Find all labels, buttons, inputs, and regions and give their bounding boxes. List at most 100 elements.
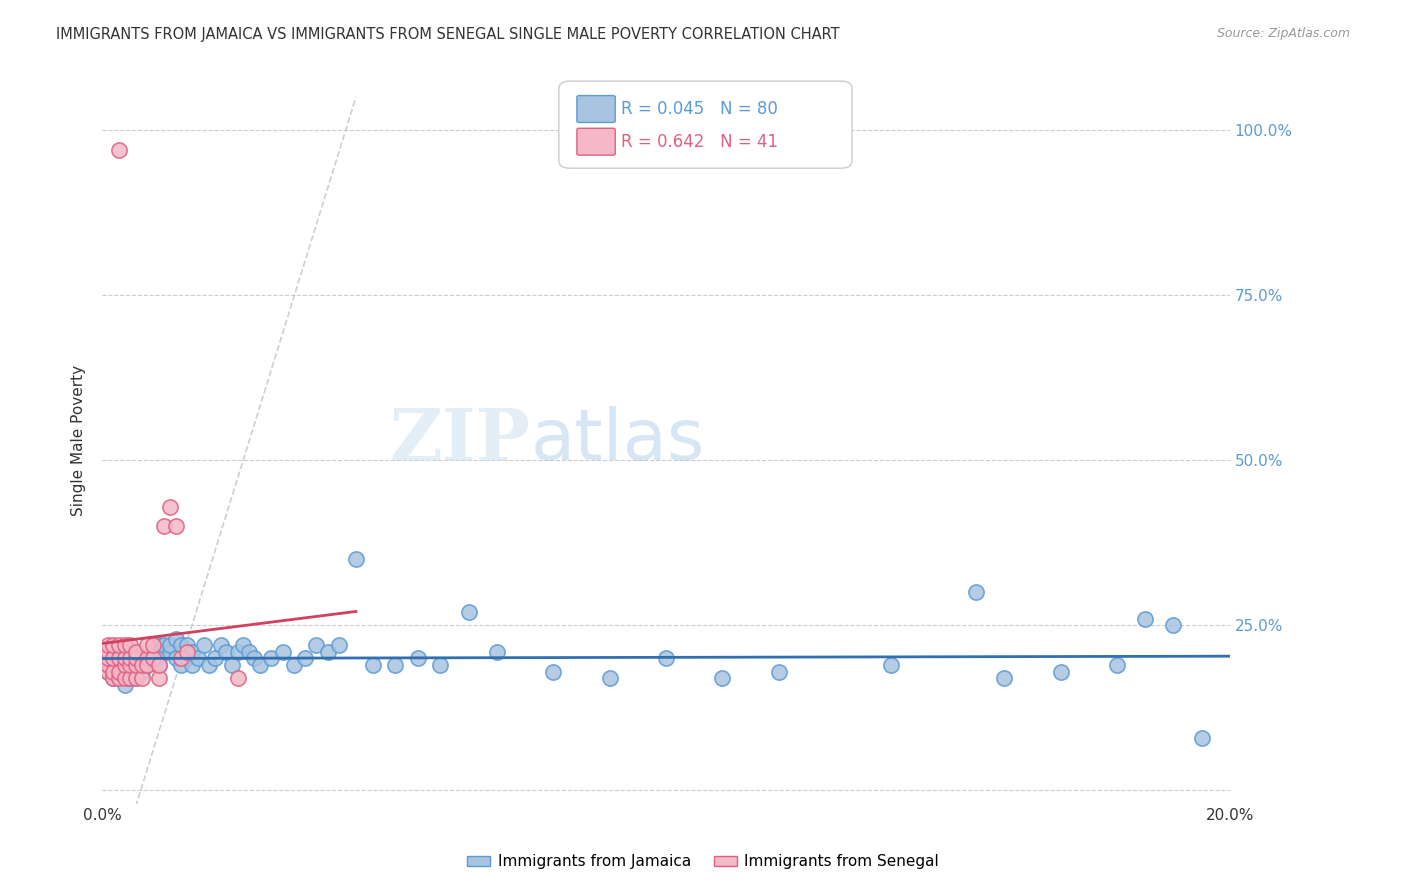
FancyBboxPatch shape (576, 95, 616, 122)
Point (429, 657, 451, 672)
Point (108, 671, 131, 685)
Point (148, 657, 170, 672)
Point (97, 665, 120, 679)
Point (131, 657, 153, 672)
Point (136, 657, 159, 672)
Point (114, 638, 136, 652)
Point (238, 645, 260, 659)
Point (103, 638, 125, 652)
Point (97, 645, 120, 659)
Point (131, 671, 153, 685)
Point (142, 638, 165, 652)
Point (541, 665, 564, 679)
Point (485, 645, 508, 659)
Point (768, 665, 790, 679)
Point (136, 657, 159, 672)
Point (880, 657, 903, 672)
Point (198, 657, 221, 672)
Point (165, 651, 187, 665)
Point (108, 665, 131, 679)
Point (114, 645, 136, 659)
Y-axis label: Single Male Poverty: Single Male Poverty (72, 365, 86, 516)
Point (181, 645, 204, 659)
Point (131, 657, 153, 672)
Point (125, 665, 148, 679)
Point (1049, 665, 1071, 679)
Point (125, 645, 148, 659)
Point (136, 651, 159, 665)
Point (159, 500, 181, 514)
Point (103, 671, 125, 685)
Point (457, 605, 479, 619)
Legend: Immigrants from Jamaica, Immigrants from Senegal: Immigrants from Jamaica, Immigrants from… (461, 848, 945, 875)
Point (221, 657, 243, 672)
Point (226, 645, 249, 659)
FancyBboxPatch shape (576, 128, 616, 155)
Point (108, 651, 131, 665)
Point (176, 651, 198, 665)
Point (108, 671, 131, 685)
Point (148, 671, 170, 685)
Text: R = 0.045   N = 80: R = 0.045 N = 80 (621, 101, 778, 119)
Point (328, 638, 350, 652)
Point (120, 657, 142, 672)
Point (120, 638, 142, 652)
Point (260, 651, 283, 665)
Point (120, 665, 142, 679)
Text: ZIP: ZIP (389, 405, 530, 476)
Point (176, 645, 198, 659)
Point (120, 671, 142, 685)
Point (176, 638, 198, 652)
Point (120, 657, 142, 672)
Point (131, 665, 153, 679)
Point (159, 645, 181, 659)
Point (711, 671, 734, 685)
Point (103, 665, 125, 679)
Point (193, 638, 215, 652)
Point (165, 519, 187, 533)
Point (125, 671, 148, 685)
Point (136, 638, 159, 652)
Point (384, 657, 406, 672)
Point (305, 638, 328, 652)
Point (316, 645, 339, 659)
Point (361, 657, 384, 672)
Point (114, 678, 136, 692)
Point (97, 638, 120, 652)
Point (406, 651, 429, 665)
Point (153, 519, 176, 533)
Point (108, 638, 131, 652)
Point (344, 552, 367, 566)
Point (1163, 618, 1185, 632)
Point (120, 651, 142, 665)
Text: IMMIGRANTS FROM JAMAICA VS IMMIGRANTS FROM SENEGAL SINGLE MALE POVERTY CORRELATI: IMMIGRANTS FROM JAMAICA VS IMMIGRANTS FR… (56, 27, 839, 42)
Point (170, 638, 193, 652)
Point (1133, 612, 1156, 626)
Point (108, 651, 131, 665)
Point (204, 651, 226, 665)
Point (114, 651, 136, 665)
Point (599, 671, 621, 685)
Point (103, 651, 125, 665)
Point (142, 651, 165, 665)
Point (215, 645, 238, 659)
Point (108, 657, 131, 672)
Point (108, 665, 131, 679)
Point (120, 651, 142, 665)
Point (114, 671, 136, 685)
Point (965, 585, 987, 599)
Text: atlas: atlas (530, 406, 704, 475)
Point (103, 651, 125, 665)
Point (181, 657, 204, 672)
Point (187, 651, 209, 665)
FancyBboxPatch shape (558, 81, 852, 169)
Point (148, 651, 170, 665)
Point (170, 657, 193, 672)
Point (993, 671, 1015, 685)
Point (294, 651, 316, 665)
Point (271, 645, 294, 659)
Point (232, 638, 254, 652)
Point (114, 657, 136, 672)
Point (125, 671, 148, 685)
Point (114, 657, 136, 672)
